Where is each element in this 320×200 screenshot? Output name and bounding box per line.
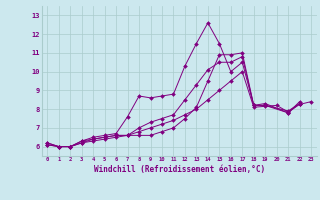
X-axis label: Windchill (Refroidissement éolien,°C): Windchill (Refroidissement éolien,°C) [94,165,265,174]
